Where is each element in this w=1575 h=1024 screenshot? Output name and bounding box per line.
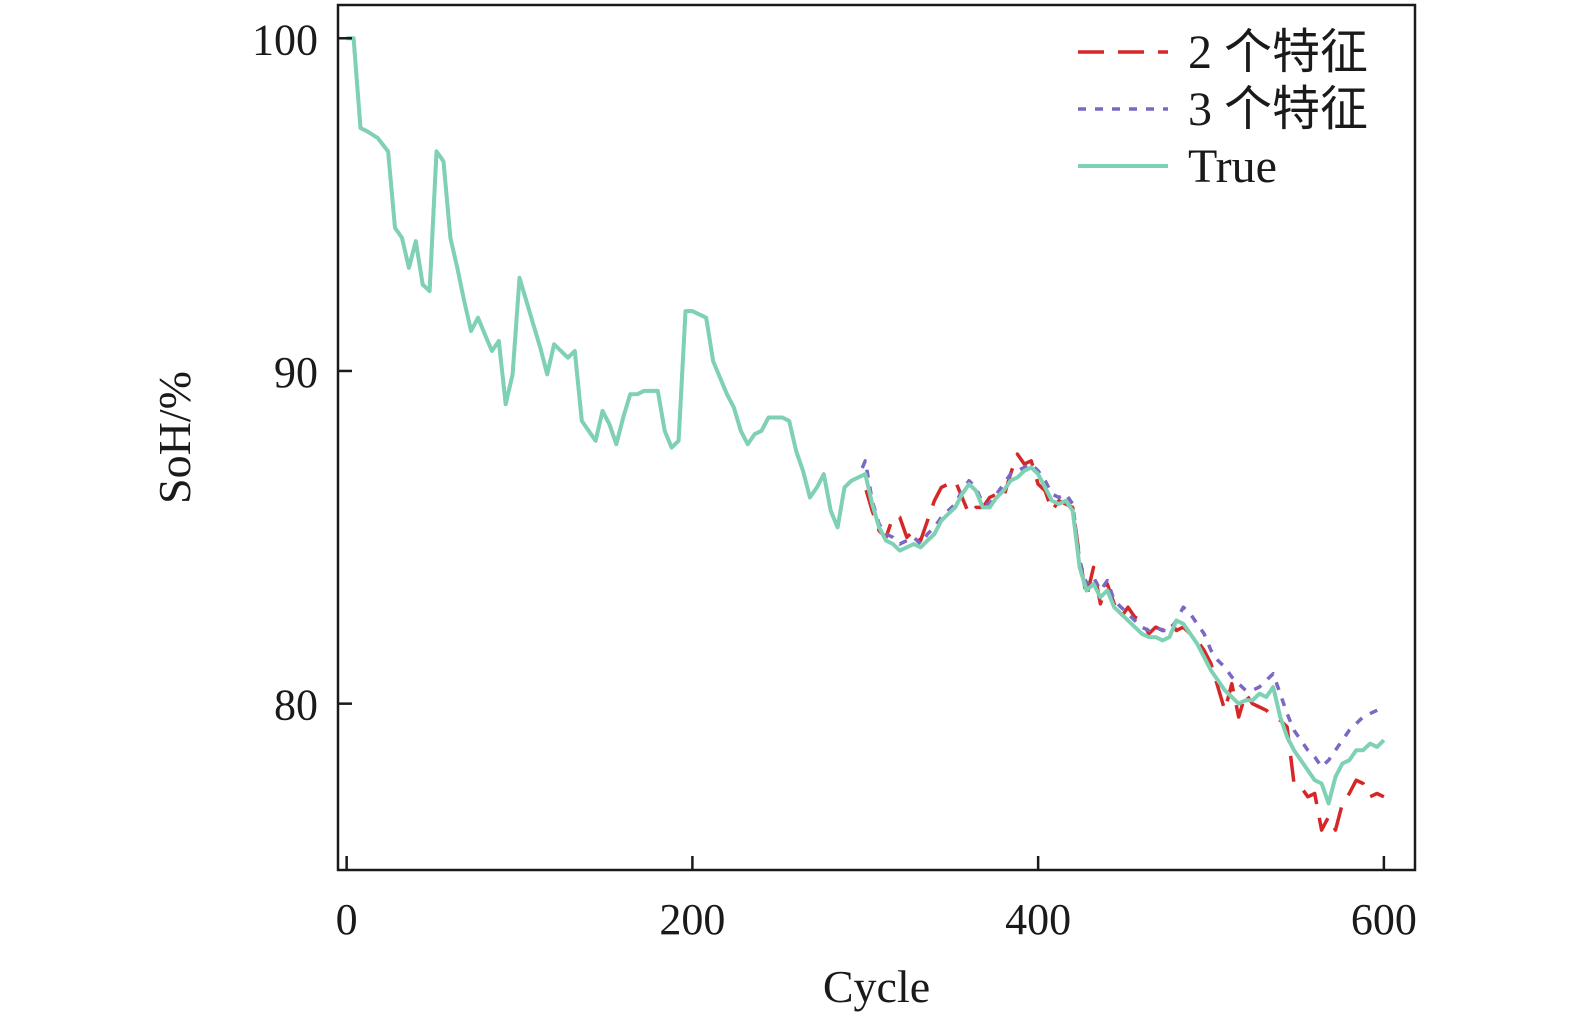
y-tick-label: 80 bbox=[274, 681, 318, 730]
x-axis-ticks: 0 200 400 600 bbox=[336, 856, 1417, 944]
series-line-3 bbox=[346, 36, 1386, 806]
y-axis-title: SoH/% bbox=[149, 371, 200, 504]
x-axis-title: Cycle bbox=[823, 961, 930, 1012]
x-tick-label: 400 bbox=[1005, 895, 1071, 944]
plot-frame bbox=[336, 3, 1417, 872]
x-tick-label: 0 bbox=[336, 895, 358, 944]
y-tick-label: 90 bbox=[274, 348, 318, 397]
y-tick-label: 100 bbox=[252, 15, 318, 64]
x-tick-label: 600 bbox=[1351, 895, 1417, 944]
x-tick-label: 200 bbox=[659, 895, 725, 944]
legend-label: 2 个特征 bbox=[1188, 26, 1368, 79]
series-layer bbox=[346, 36, 1386, 832]
y-axis-ticks: 80 90 100 bbox=[252, 15, 352, 730]
plot-area bbox=[336, 3, 1417, 872]
legend-label: 3 个特征 bbox=[1188, 83, 1368, 136]
legend-label: True bbox=[1188, 140, 1277, 193]
